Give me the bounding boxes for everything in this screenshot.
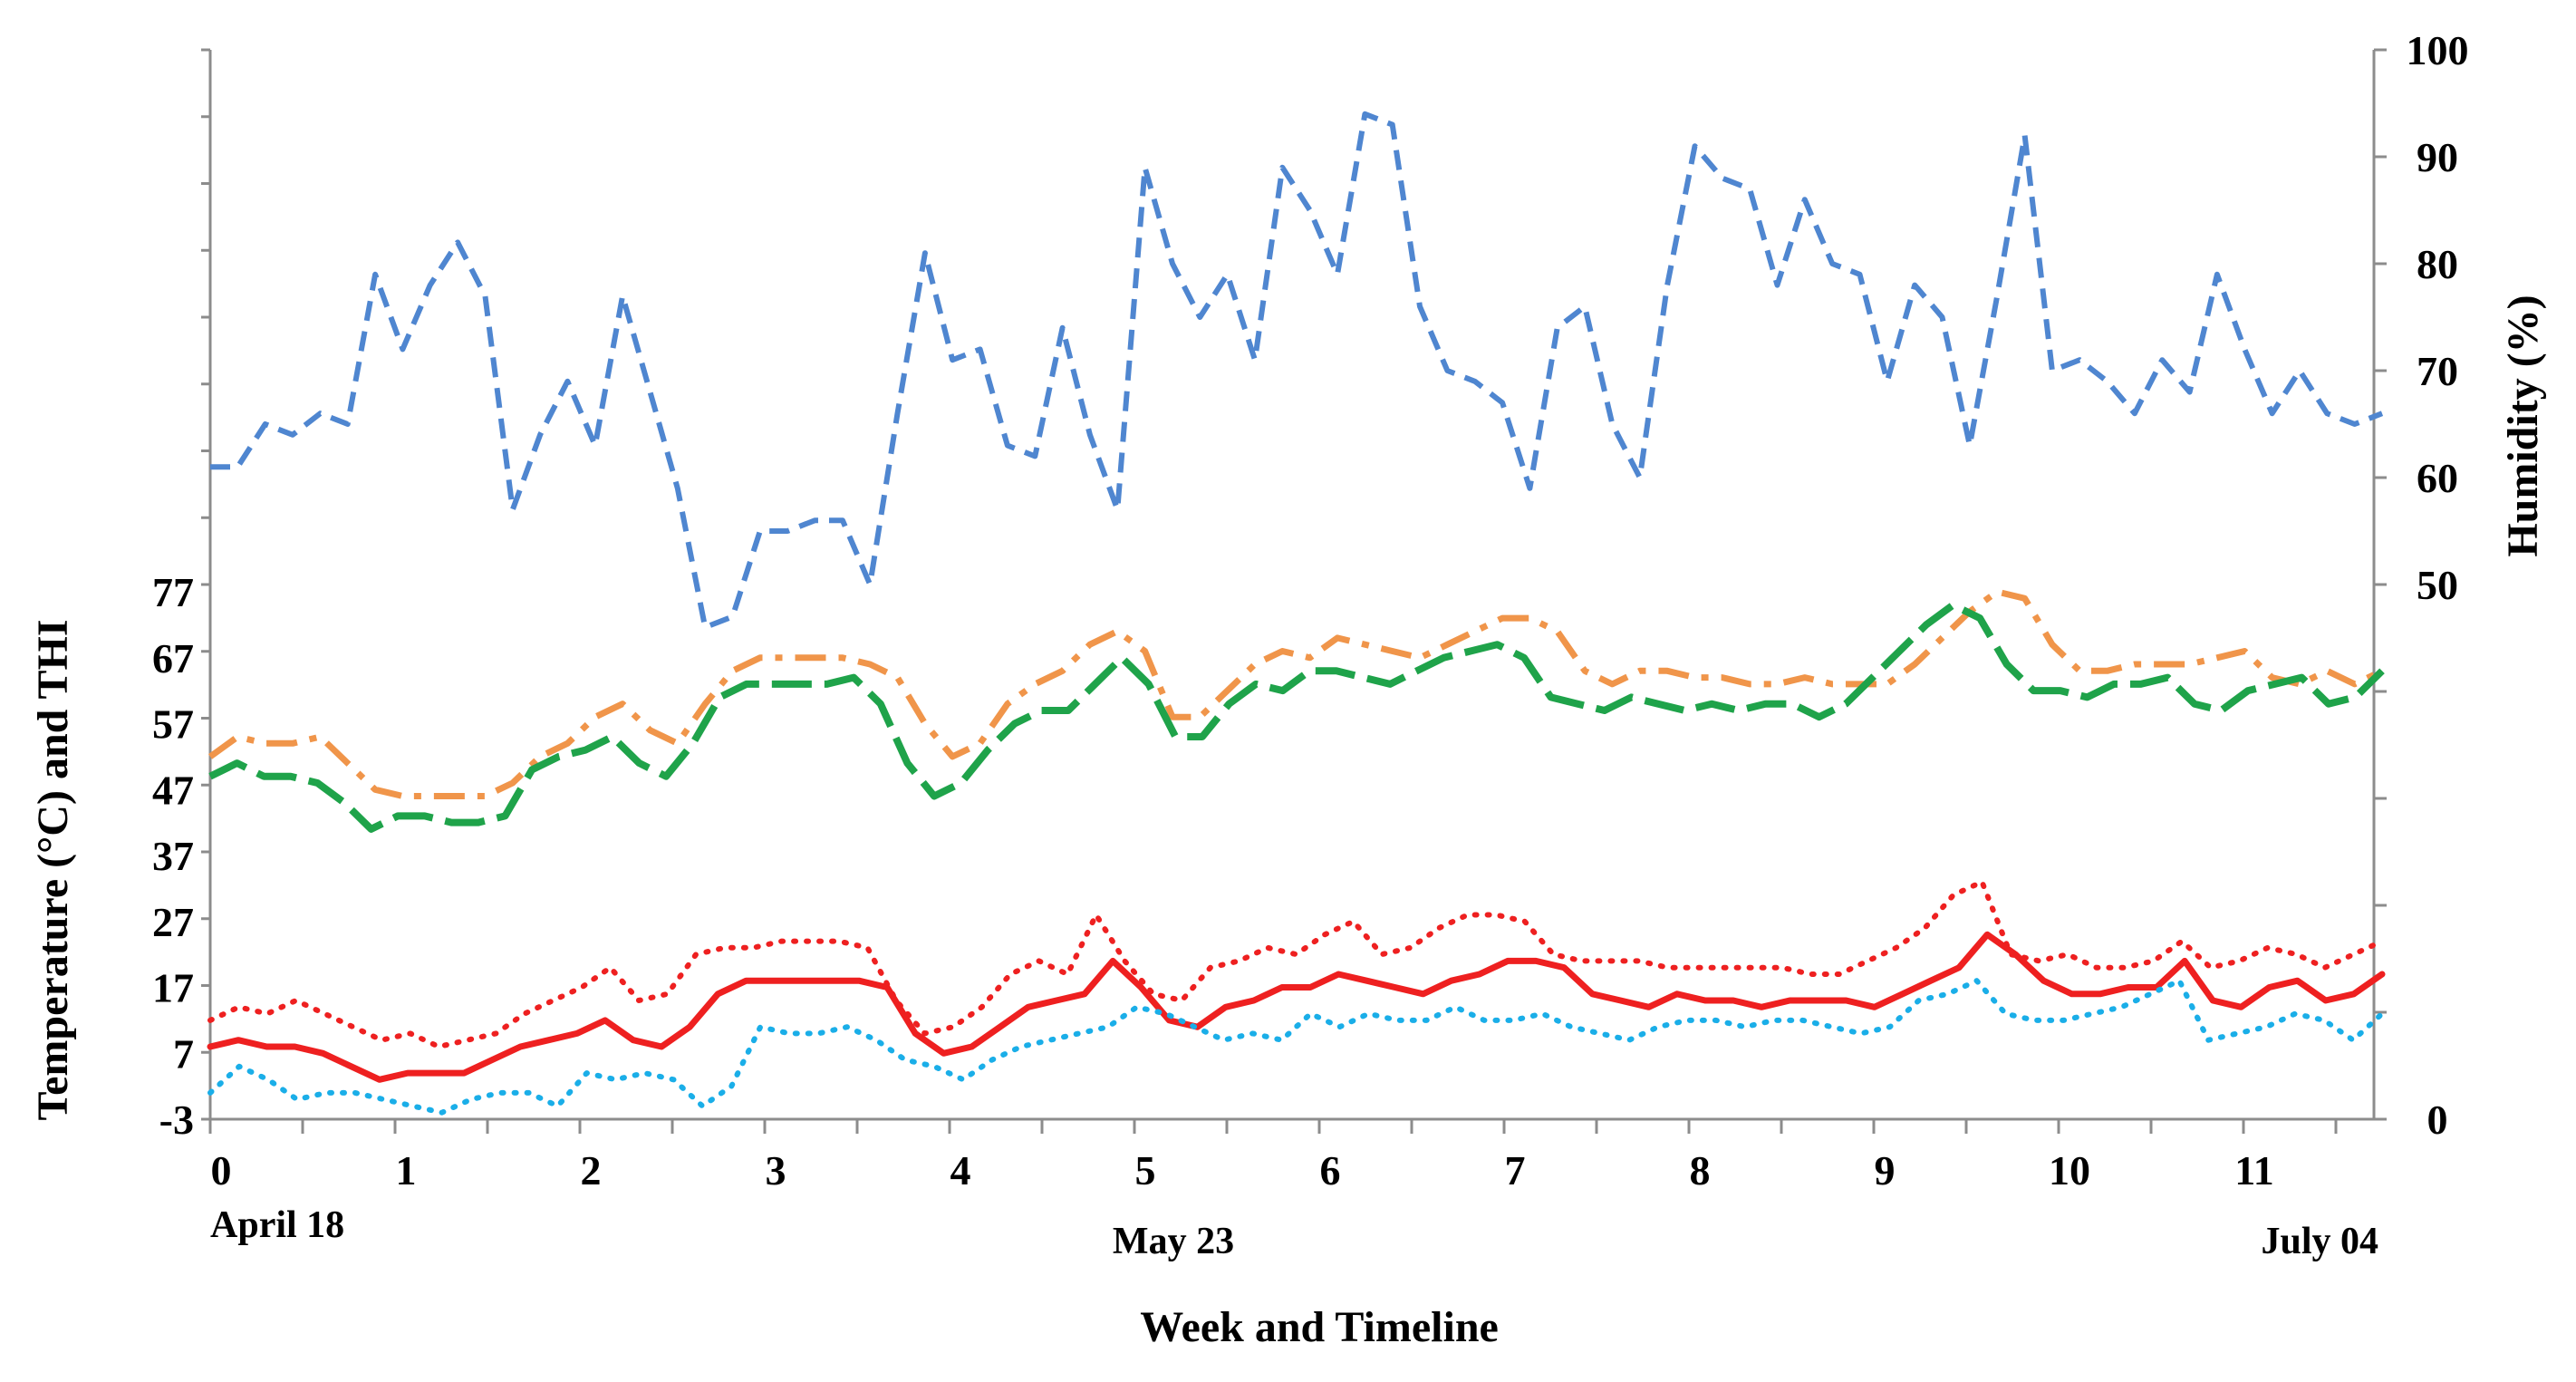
left-tick-label: 7 <box>173 1030 194 1077</box>
x-tick-label: 1 <box>396 1147 417 1194</box>
left-tick-label: 17 <box>152 965 194 1011</box>
date-label: April 18 <box>210 1204 344 1246</box>
left-tick-label: 57 <box>152 701 194 748</box>
series-line-thi-min <box>208 601 2385 833</box>
x-tick-label: 2 <box>581 1147 602 1194</box>
x-tick-label: 5 <box>1135 1147 1156 1194</box>
left-tick-label: 27 <box>152 899 194 945</box>
left-tick-label: -3 <box>159 1097 194 1143</box>
right-tick-label: 70 <box>2417 348 2458 394</box>
series-layer <box>207 111 2386 1116</box>
axes <box>201 48 2387 1134</box>
left-tick-label: 47 <box>152 767 194 813</box>
right-tick-label: 50 <box>2417 562 2458 608</box>
left-axis-title: Temperature (°C) and THI <box>29 619 77 1120</box>
x-tick-label: 0 <box>211 1147 232 1194</box>
series-line-temperature-max <box>207 879 2385 1049</box>
x-tick-label: 10 <box>2049 1147 2090 1194</box>
x-tick-label: 8 <box>1690 1147 1711 1194</box>
right-axis-title: Humidity (%) <box>2499 295 2547 556</box>
x-tick-label: 4 <box>950 1147 971 1194</box>
right-tick-label: 80 <box>2417 241 2458 287</box>
series-line-temperature-min <box>207 978 2385 1116</box>
series-line-thi-max <box>207 588 2384 799</box>
date-label: May 23 <box>1113 1221 1234 1262</box>
right-tick-label: 90 <box>2417 134 2458 180</box>
x-tick-label: 6 <box>1320 1147 1341 1194</box>
x-tick-label: 7 <box>1505 1147 1526 1194</box>
right-tick-label: 0 <box>2427 1097 2448 1143</box>
date-label: July 04 <box>2261 1221 2378 1262</box>
series-line-humidity <box>210 111 2384 631</box>
left-tick-label: 77 <box>152 569 194 615</box>
x-tick-label: 9 <box>1875 1147 1896 1194</box>
right-tick-label: 60 <box>2417 455 2458 501</box>
left-tick-label: 67 <box>152 635 194 681</box>
left-tick-label: 37 <box>152 833 194 879</box>
x-axis-title: Week and Timeline <box>1140 1303 1499 1351</box>
series-line-temperature-mean <box>207 931 2386 1083</box>
x-tick-label: 11 <box>2234 1147 2273 1194</box>
right-tick-label: 100 <box>2407 27 2469 73</box>
x-tick-label: 3 <box>766 1147 786 1194</box>
